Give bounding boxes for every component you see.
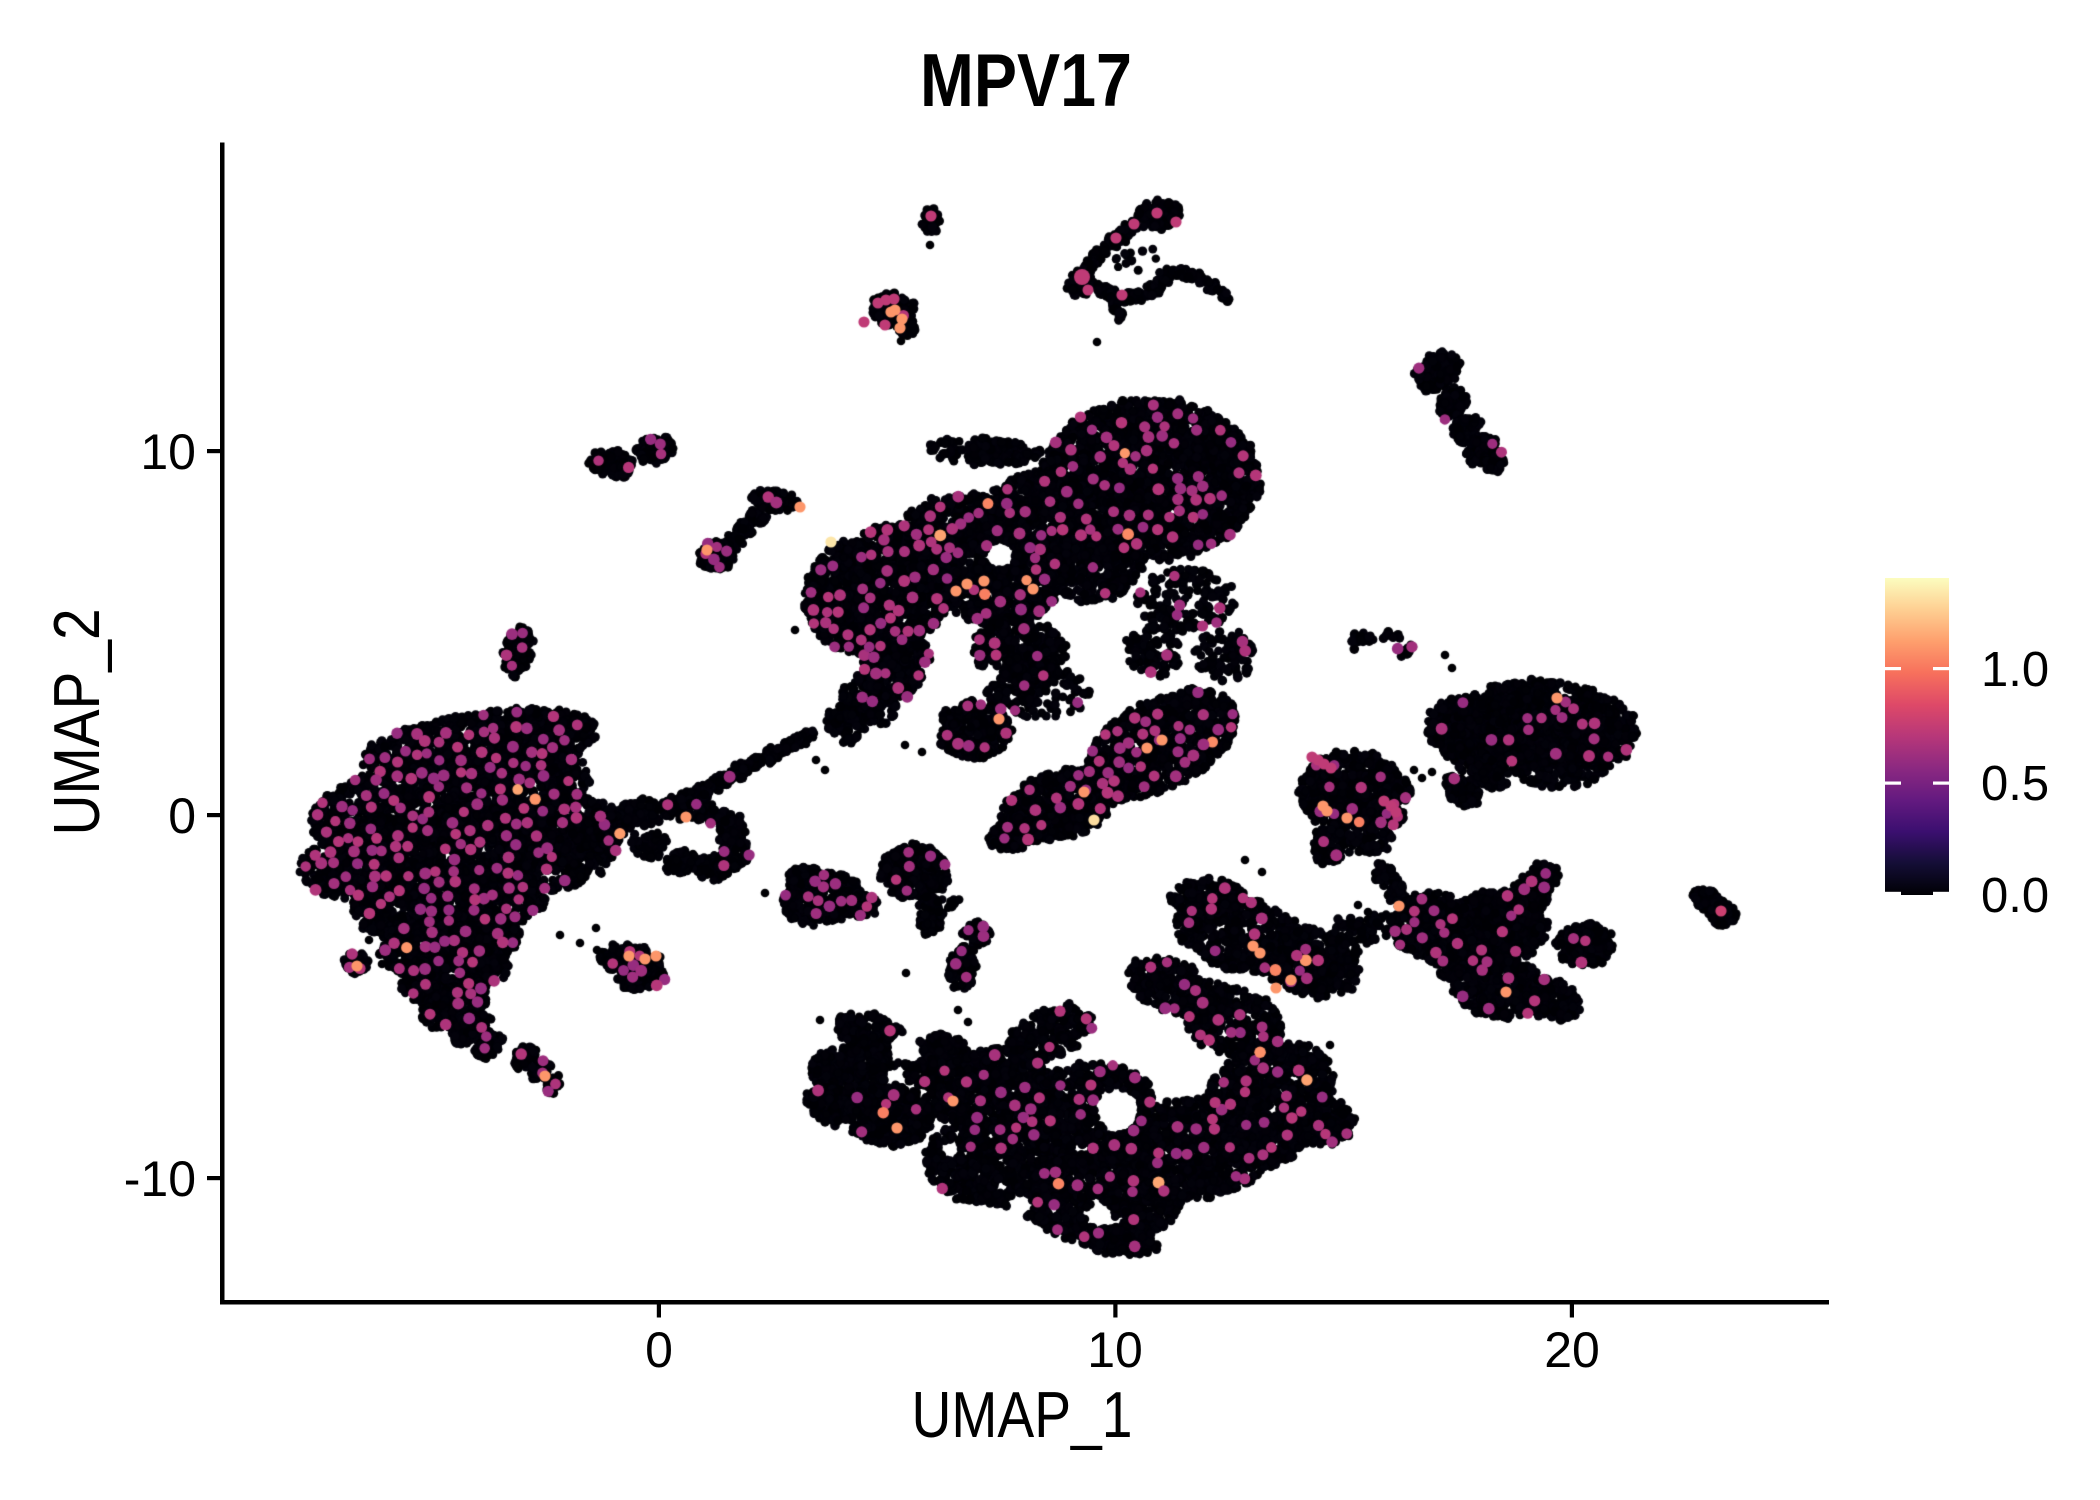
svg-text:10: 10 (1087, 1322, 1143, 1378)
svg-text:10: 10 (140, 424, 196, 480)
svg-text:-10: -10 (124, 1151, 196, 1207)
svg-text:0: 0 (645, 1322, 673, 1378)
svg-text:UMAP_2: UMAP_2 (40, 609, 113, 836)
svg-text:20: 20 (1544, 1322, 1600, 1378)
svg-text:1.0: 1.0 (1981, 643, 2049, 697)
svg-text:0.5: 0.5 (1981, 757, 2049, 811)
svg-text:MPV17: MPV17 (920, 38, 1132, 122)
svg-text:0.0: 0.0 (1981, 869, 2049, 923)
svg-text:UMAP_1: UMAP_1 (912, 1378, 1133, 1451)
svg-text:0: 0 (168, 788, 196, 844)
